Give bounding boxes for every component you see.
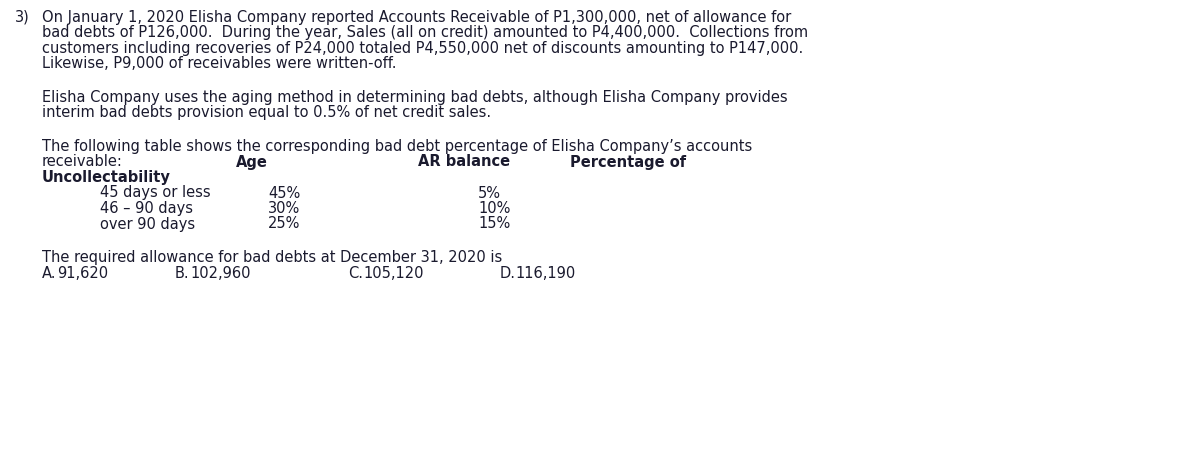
Text: interim bad debts provision equal to 0.5% of net credit sales.: interim bad debts provision equal to 0.5… <box>42 106 491 121</box>
Text: 45%: 45% <box>268 186 300 201</box>
Text: D.: D. <box>500 267 516 282</box>
Text: 45 days or less: 45 days or less <box>100 186 211 201</box>
Text: 3): 3) <box>14 10 30 25</box>
Text: over 90 days: over 90 days <box>100 217 196 232</box>
Text: Age: Age <box>236 154 268 170</box>
Text: Percentage of: Percentage of <box>570 154 686 170</box>
Text: B.: B. <box>175 267 190 282</box>
Text: Uncollectability: Uncollectability <box>42 170 170 185</box>
Text: customers including recoveries of P24,000 totaled P4,550,000 net of discounts am: customers including recoveries of P24,00… <box>42 41 803 56</box>
Text: 105,120: 105,120 <box>364 267 424 282</box>
Text: The required allowance for bad debts at December 31, 2020 is: The required allowance for bad debts at … <box>42 250 503 265</box>
Text: Likewise, P9,000 of receivables were written-off.: Likewise, P9,000 of receivables were wri… <box>42 57 396 72</box>
Text: bad debts of P126,000.  During the year, Sales (all on credit) amounted to P4,40: bad debts of P126,000. During the year, … <box>42 25 808 41</box>
Text: 5%: 5% <box>478 186 502 201</box>
Text: Elisha Company uses the aging method in determining bad debts, although Elisha C: Elisha Company uses the aging method in … <box>42 90 787 105</box>
Text: The following table shows the corresponding bad debt percentage of Elisha Compan: The following table shows the correspond… <box>42 139 752 154</box>
Text: 10%: 10% <box>478 201 510 216</box>
Text: 102,960: 102,960 <box>190 267 251 282</box>
Text: 91,620: 91,620 <box>58 267 108 282</box>
Text: receivable:: receivable: <box>42 154 122 170</box>
Text: A.: A. <box>42 267 56 282</box>
Text: 15%: 15% <box>478 217 510 232</box>
Text: 25%: 25% <box>268 217 300 232</box>
Text: On January 1, 2020 Elisha Company reported Accounts Receivable of P1,300,000, ne: On January 1, 2020 Elisha Company report… <box>42 10 791 25</box>
Text: C.: C. <box>348 267 364 282</box>
Text: AR balance: AR balance <box>418 154 510 170</box>
Text: 116,190: 116,190 <box>515 267 575 282</box>
Text: 46 – 90 days: 46 – 90 days <box>100 201 193 216</box>
Text: 30%: 30% <box>268 201 300 216</box>
